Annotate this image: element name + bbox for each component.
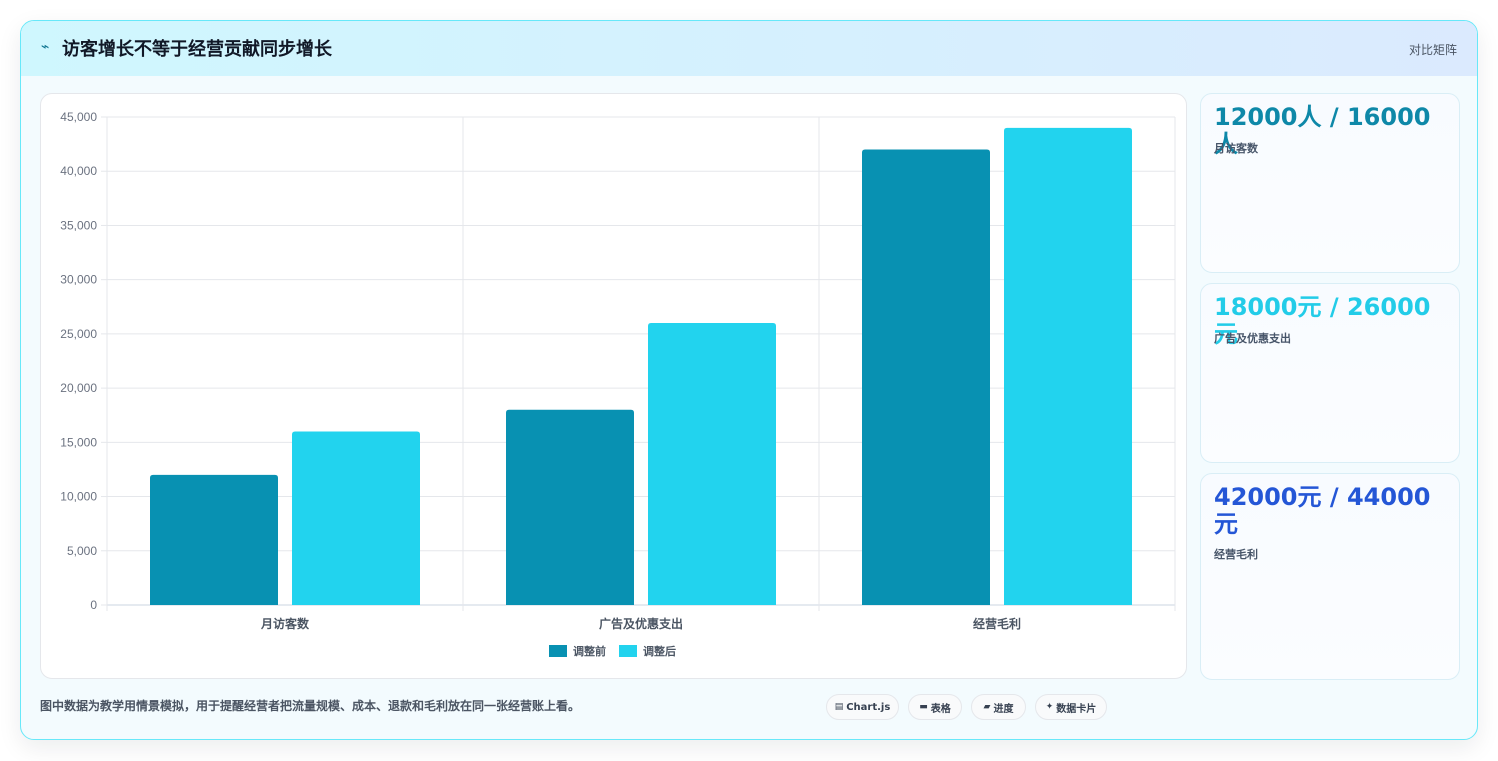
stat-label: 月访客数 — [1214, 142, 1258, 155]
x-tick-label: 广告及优惠支出 — [599, 616, 683, 631]
footer-note: 图中数据为教学用情景模拟，用于提醒经营者把流量规模、成本、退款和毛利放在同一张经… — [40, 699, 581, 713]
x-tick-label: 月访客数 — [260, 616, 310, 631]
chip-data-card[interactable]: ✦ 数据卡片 — [1035, 694, 1107, 720]
stat-card-gross-profit: 42000元 / 44000元 经营毛利 — [1200, 473, 1460, 680]
chip-progress[interactable]: ▰ 进度 — [971, 694, 1026, 720]
y-tick-label: 20,000 — [60, 381, 97, 395]
chip-label: 进度 — [993, 703, 1014, 715]
chart-panel: 0 5,000 10,000 15,000 20,000 25,000 30,000 35,0… — [40, 93, 1187, 679]
legend-label: 调整后 — [643, 644, 676, 658]
legend-swatch — [549, 645, 567, 657]
y-tick-label: 15,000 — [60, 435, 97, 449]
table-icon: ▬ — [919, 702, 928, 712]
y-tick-label: 30,000 — [60, 273, 97, 287]
y-tick-label: 40,000 — [60, 164, 97, 178]
legend-swatch — [619, 645, 637, 657]
bar-0-0 — [150, 474, 278, 605]
chip-chartjs[interactable]: ▤ Chart.js — [826, 694, 899, 720]
stat-label: 经营毛利 — [1214, 548, 1258, 561]
chart-line-icon: ⌁ — [41, 39, 50, 55]
chart-icon: ▤ — [834, 702, 844, 712]
y-tick-label: 25,000 — [60, 327, 97, 341]
card-header: ⌁ 访客增长不等于经营贡献同步增长 对比矩阵 — [21, 21, 1477, 76]
stat-value: 18000元 / 26000元 — [1214, 293, 1431, 348]
stat-value: 42000元 / 44000元 — [1214, 483, 1431, 538]
y-tick-label: 45,000 — [60, 110, 97, 124]
view-tag[interactable]: 对比矩阵 — [1408, 43, 1457, 57]
page-title: 访客增长不等于经营贡献同步增长 — [62, 39, 332, 60]
card-icon: ✦ — [1045, 702, 1054, 712]
stat-card-ad-spend: 18000元 / 26000元 广告及优惠支出 — [1200, 283, 1460, 463]
chip-label: Chart.js — [846, 701, 891, 713]
y-tick-label: 35,000 — [60, 218, 97, 232]
chip-label: 数据卡片 — [1056, 703, 1097, 715]
progress-icon: ▰ — [983, 702, 991, 712]
stat-label: 广告及优惠支出 — [1214, 332, 1291, 345]
legend-label: 调整前 — [573, 644, 606, 658]
bar-2-0 — [862, 149, 990, 605]
bar-chart: 0 5,000 10,000 15,000 20,000 25,000 30,000 35,0… — [60, 110, 1176, 658]
stat-value: 12000人 / 16000人 — [1214, 103, 1431, 158]
main-card: ⌁ 访客增长不等于经营贡献同步增长 对比矩阵 0 5,000 10,000 15,00… — [20, 20, 1478, 740]
bar-2-1 — [1004, 127, 1132, 605]
y-tick-label: 0 — [90, 598, 97, 612]
chip-table[interactable]: ▬ 表格 — [908, 694, 962, 720]
bar-1-0 — [506, 409, 634, 605]
x-tick-label: 经营毛利 — [973, 616, 1021, 631]
stat-card-visitors: 12000人 / 16000人 月访客数 — [1200, 93, 1460, 273]
y-tick-label: 5,000 — [67, 544, 97, 558]
y-tick-label: 10,000 — [60, 490, 97, 504]
bar-0-1 — [292, 431, 420, 605]
chip-label: 表格 — [930, 703, 951, 715]
bar-1-1 — [648, 323, 776, 605]
